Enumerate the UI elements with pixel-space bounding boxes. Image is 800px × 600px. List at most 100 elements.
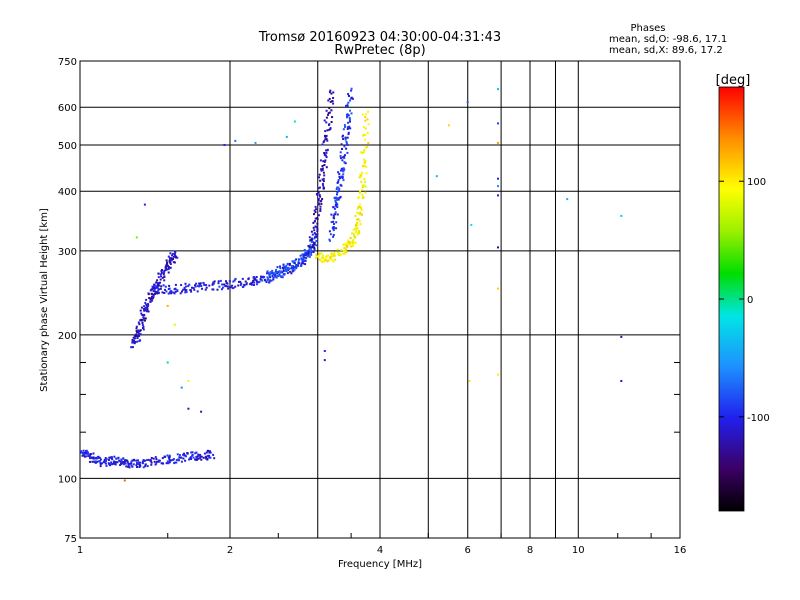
data-point [135, 327, 138, 330]
data-point [266, 279, 269, 282]
data-point [315, 244, 318, 247]
x-axis-label: Frequency [MHz] [338, 559, 422, 570]
data-point [307, 254, 310, 257]
x-tick-label: 1 [77, 545, 83, 556]
data-point [312, 251, 315, 254]
data-point [366, 132, 369, 134]
data-point [131, 341, 134, 344]
data-point [243, 284, 246, 287]
data-point [285, 267, 288, 270]
data-point [282, 263, 285, 266]
data-point [160, 275, 162, 278]
data-point [345, 141, 348, 143]
data-point [331, 100, 334, 103]
data-point [343, 161, 346, 164]
data-point [166, 262, 168, 265]
data-point [149, 297, 152, 300]
data-point [339, 177, 341, 180]
data-point [310, 237, 313, 240]
data-point [156, 279, 159, 282]
data-point [153, 460, 156, 463]
data-point [323, 152, 326, 154]
data-point [241, 277, 244, 280]
data-point [259, 278, 262, 281]
y-tick-label: 200 [58, 331, 77, 342]
data-point [344, 138, 347, 141]
data-point [114, 463, 117, 466]
data-point [358, 213, 361, 216]
data-point [333, 251, 336, 254]
data-point [165, 462, 168, 465]
data-point [367, 123, 370, 126]
data-point [95, 461, 98, 464]
data-point [312, 226, 315, 229]
data-point [99, 461, 102, 464]
data-point [198, 282, 201, 285]
data-point [176, 453, 179, 456]
data-point [327, 254, 329, 257]
data-point [122, 457, 125, 460]
data-point [138, 335, 141, 337]
data-point [325, 255, 328, 258]
data-point [307, 249, 310, 252]
data-point [363, 161, 366, 164]
data-point [255, 276, 258, 278]
data-point [144, 301, 147, 304]
data-points [80, 87, 623, 482]
data-point [192, 456, 195, 459]
data-point [151, 299, 154, 302]
data-point [226, 282, 229, 285]
data-point [333, 213, 336, 216]
data-point [146, 308, 149, 311]
data-point [253, 278, 256, 281]
data-point [332, 206, 335, 209]
data-point [337, 190, 340, 193]
data-point [333, 227, 336, 229]
data-point [343, 247, 346, 249]
data-point [183, 288, 186, 291]
data-point [194, 284, 196, 287]
data-point [357, 218, 360, 221]
data-point [363, 138, 366, 141]
data-point [274, 275, 277, 278]
data-point [139, 333, 142, 336]
data-point [167, 255, 170, 258]
data-point [317, 198, 320, 200]
x-tick-label: 6 [465, 545, 471, 556]
data-point [330, 255, 333, 258]
data-point [320, 169, 323, 172]
data-point [324, 159, 327, 162]
data-point [213, 457, 216, 460]
data-point [136, 335, 139, 338]
data-point [158, 284, 161, 287]
data-point [202, 456, 205, 459]
data-point [231, 284, 234, 287]
y-axis-label: Stationary phase Virtual Height [km] [39, 208, 50, 392]
data-point [282, 264, 285, 267]
data-point [352, 232, 355, 235]
data-point [153, 289, 156, 292]
data-point [258, 280, 261, 283]
data-point [96, 457, 99, 459]
data-point [137, 459, 139, 462]
data-point [318, 173, 321, 176]
data-point [156, 460, 158, 463]
data-point [136, 462, 139, 465]
data-point [208, 284, 211, 287]
data-point [223, 144, 226, 146]
data-point [336, 248, 339, 251]
data-point [333, 254, 336, 257]
data-point [332, 102, 335, 105]
data-point [333, 217, 336, 220]
data-point [348, 241, 351, 244]
data-point [356, 227, 359, 230]
data-point [145, 298, 148, 301]
data-point [143, 309, 146, 312]
data-point [250, 283, 253, 286]
data-point [292, 269, 295, 272]
data-point [280, 275, 283, 278]
data-point [360, 208, 363, 211]
data-point [272, 277, 275, 279]
data-point [228, 279, 231, 282]
data-point [255, 279, 258, 282]
